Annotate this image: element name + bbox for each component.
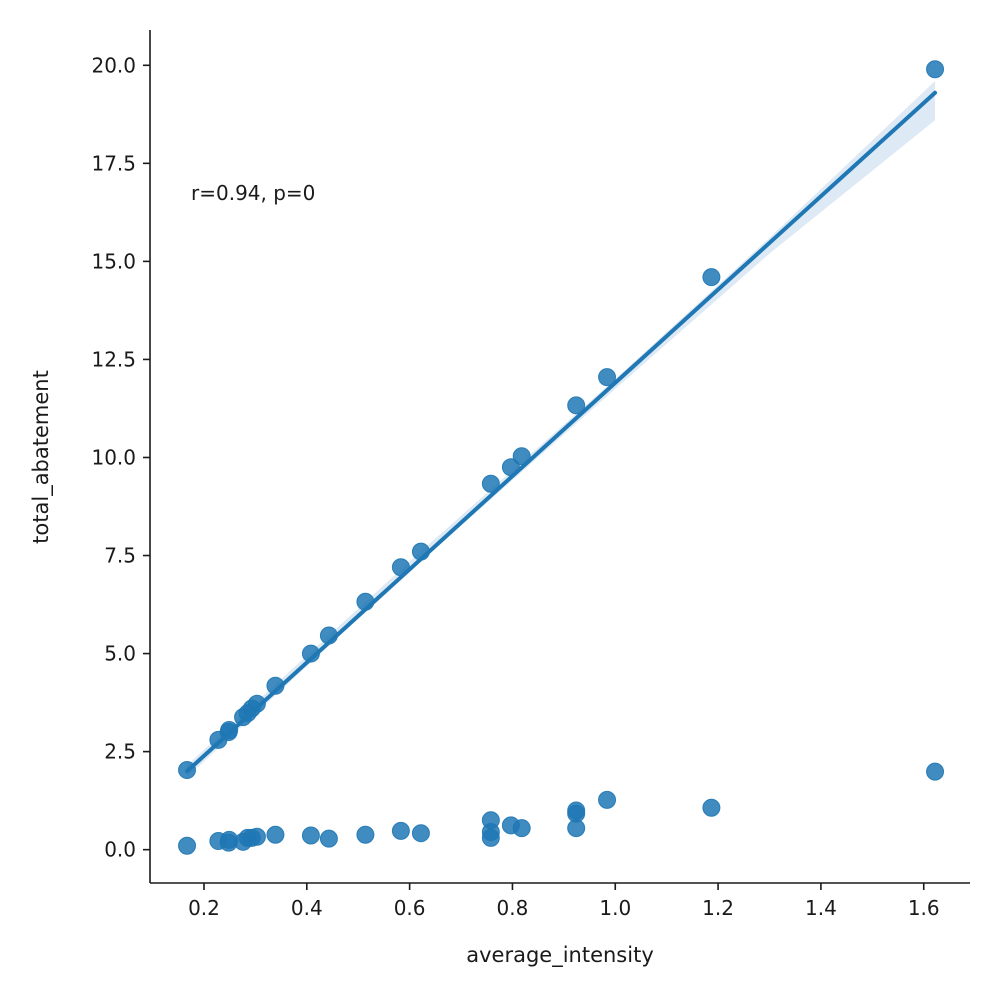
y-axis-label: total_abatement [29, 370, 54, 544]
x-tick-label-0: 0.2 [188, 896, 220, 920]
data-point-s1-8 [266, 825, 285, 844]
scatter-points-layer [178, 60, 945, 855]
x-axis-label: average_intensity [466, 943, 654, 968]
regression-line-layer [185, 90, 938, 774]
data-point-s1-10 [319, 829, 338, 848]
data-point-s0-7 [247, 694, 266, 713]
y-tick-label-3: 7.5 [104, 544, 136, 568]
data-point-s1-18 [512, 819, 531, 838]
data-point-s1-12 [391, 821, 410, 840]
data-point-s0-20 [926, 60, 945, 79]
axes-layer [149, 30, 970, 884]
y-tick-label-5: 12.5 [91, 347, 136, 371]
data-point-s1-21 [567, 801, 586, 820]
x-tick-label-6: 1.4 [805, 896, 837, 920]
data-point-s0-17 [567, 396, 586, 415]
y-tick-label-7: 17.5 [91, 151, 136, 175]
x-tick-label-4: 1.0 [599, 896, 631, 920]
data-point-s1-9 [301, 826, 320, 845]
y-tick-label-1: 2.5 [104, 740, 136, 764]
x-tick-label-7: 1.6 [908, 896, 940, 920]
data-point-s0-19 [702, 268, 721, 287]
data-point-s1-11 [356, 825, 375, 844]
x-tick-label-3: 0.8 [497, 896, 529, 920]
y-tick-label-2: 5.0 [104, 642, 136, 666]
data-point-s1-24 [926, 762, 945, 781]
data-point-s1-13 [411, 824, 430, 843]
regression-line [185, 90, 938, 774]
y-tick-label-4: 10.0 [91, 445, 136, 469]
annotation-text: r=0.94, p=0 [191, 181, 315, 205]
data-point-s1-16 [481, 811, 500, 830]
y-tick-label-8: 20.0 [91, 53, 136, 77]
data-point-s1-7 [247, 827, 266, 846]
x-tick-label-5: 1.2 [702, 896, 734, 920]
data-point-s0-16 [512, 447, 531, 466]
data-point-s0-18 [598, 368, 617, 387]
x-ticks-layer: 0.2 0.4 0.6 0.8 1.0 1.2 1.4 1.6 [188, 883, 940, 920]
data-point-s1-22 [598, 790, 617, 809]
x-tick-label-1: 0.4 [291, 896, 323, 920]
y-tick-label-6: 15.0 [91, 249, 136, 273]
y-tick-label-0: 0.0 [104, 838, 136, 862]
data-point-s0-14 [481, 474, 500, 493]
y-ticks-layer: 0.0 2.5 5.0 7.5 10.0 12.5 15.0 17.5 20.0 [91, 53, 150, 862]
data-point-s1-23 [702, 798, 721, 817]
data-point-s1-0 [178, 836, 197, 855]
x-tick-label-2: 0.6 [394, 896, 426, 920]
